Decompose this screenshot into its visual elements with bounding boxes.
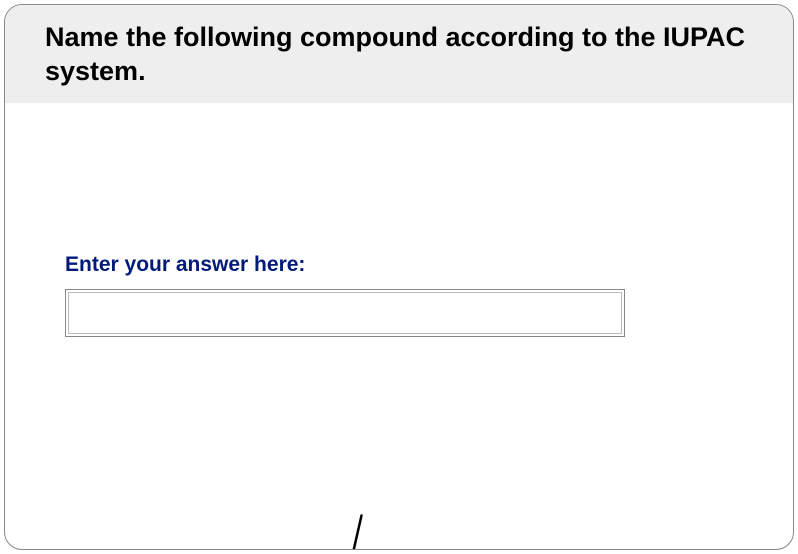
molecule-diagram [5,503,793,551]
answer-field-wrap [65,289,625,337]
answer-input[interactable] [68,292,622,334]
question-header: Name the following compound according to… [5,5,793,103]
molecule-svg [269,503,529,551]
question-content: Enter your answer here: [5,253,793,337]
answer-prompt: Enter your answer here: [65,253,733,277]
question-title: Name the following compound according to… [45,21,753,89]
question-card: Name the following compound according to… [4,4,794,550]
